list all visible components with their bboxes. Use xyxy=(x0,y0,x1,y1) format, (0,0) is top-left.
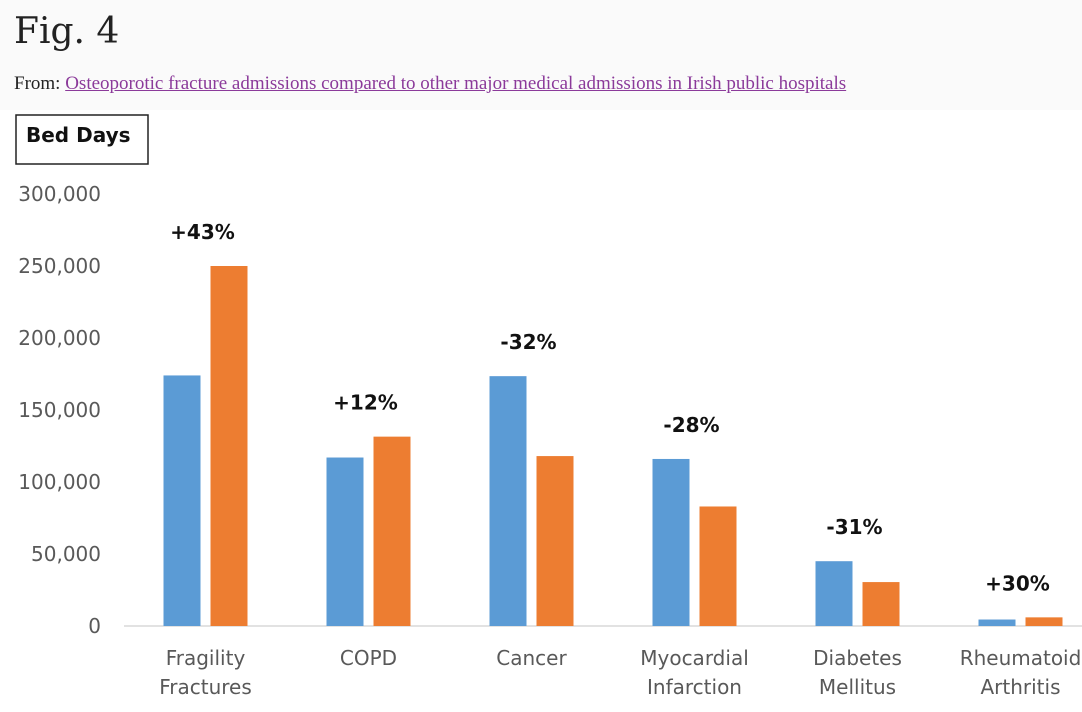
bar-series2 xyxy=(536,456,574,626)
bar-series1 xyxy=(489,376,527,626)
source-article-link[interactable]: Osteoporotic fracture admissions compare… xyxy=(65,73,847,94)
y-tick-label: 50,000 xyxy=(31,542,101,566)
bar-series2 xyxy=(862,582,900,626)
y-axis-title-frame xyxy=(15,114,149,165)
category-label: Diabetes xyxy=(813,646,902,670)
bar-series2 xyxy=(1025,617,1063,626)
change-annotation: -28% xyxy=(663,413,719,437)
chart-panel: Bed Days 0 50,000 100,000 150,000 200,000 250… xyxy=(0,110,1082,712)
category-label: Cancer xyxy=(496,646,567,670)
y-axis-title-box: Bed Days xyxy=(15,114,149,165)
bar-series2 xyxy=(699,506,737,626)
y-tick-label: 300,000 xyxy=(18,182,101,206)
change-annotation: +43% xyxy=(170,220,235,244)
category-label: Arthritis xyxy=(980,675,1060,699)
change-annotations: +43% +12% -32% -28% -31% +30% xyxy=(170,220,1050,595)
y-tick-label: 200,000 xyxy=(18,326,101,350)
category-label: Rheumatoid xyxy=(960,646,1082,670)
category-label: Fragility xyxy=(166,646,246,670)
bars xyxy=(163,266,1063,626)
y-axis-title: Bed Days xyxy=(26,123,131,147)
bar-series1 xyxy=(815,561,853,626)
change-annotation: -32% xyxy=(500,330,556,354)
bar-series2 xyxy=(373,436,411,626)
bar-series2 xyxy=(210,266,248,626)
bar-chart: Bed Days 0 50,000 100,000 150,000 200,000 250… xyxy=(15,114,1082,699)
category-label: Myocardial xyxy=(640,646,749,670)
bar-series1 xyxy=(326,457,364,626)
change-annotation: +30% xyxy=(985,571,1050,595)
y-tick-label: 100,000 xyxy=(18,470,101,494)
category-label: COPD xyxy=(340,646,397,670)
bar-series1 xyxy=(652,458,690,626)
bar-series1 xyxy=(163,375,201,626)
bar-series1 xyxy=(978,619,1016,626)
y-tick-label: 0 xyxy=(88,614,101,638)
y-tick-label: 150,000 xyxy=(18,398,101,422)
figure-title: Fig. 4 xyxy=(14,11,120,52)
from-prefix: From: xyxy=(14,73,61,94)
y-axis-ticks: 0 50,000 100,000 150,000 200,000 250,000 300,0… xyxy=(18,182,101,638)
change-annotation: +12% xyxy=(333,391,398,415)
category-label: Fractures xyxy=(159,675,252,699)
x-axis-category-labels: Fragility Fractures COPD Cancer Myocardial In… xyxy=(159,646,1081,699)
category-label: Mellitus xyxy=(819,675,896,699)
category-label: Infarction xyxy=(647,675,742,699)
change-annotation: -31% xyxy=(826,515,882,539)
y-tick-label: 250,000 xyxy=(18,254,101,278)
source-line: From: Osteoporotic fracture admissions c… xyxy=(14,72,846,96)
